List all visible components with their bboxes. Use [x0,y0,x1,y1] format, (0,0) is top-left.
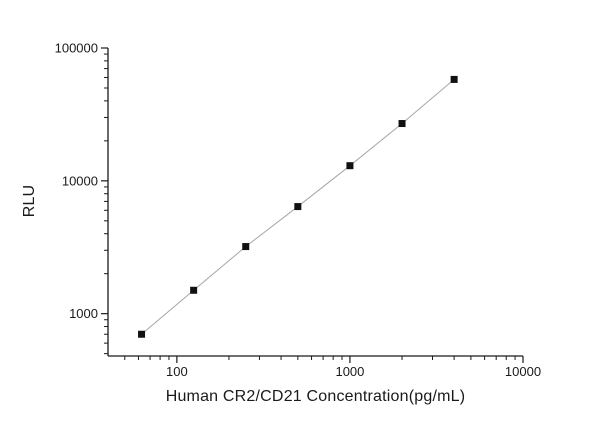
axes-layer: 100 1000 10000 1000 10000 100000 [55,41,541,380]
y-tick-label: 10000 [62,173,98,188]
x-axis-title: Human CR2/CD21 Concentration(pg/mL) [166,388,466,405]
y-axis-title: RLU [21,185,38,218]
x-tick-label: 10000 [505,364,541,379]
series-layer [138,75,458,338]
data-point-marker [190,286,198,294]
x-tick-label: 1000 [335,364,364,379]
data-point-marker [398,120,406,128]
data-point-marker [294,203,302,211]
data-point-marker [242,243,250,251]
y-tick-label: 100000 [55,41,98,56]
data-point-marker [346,162,354,170]
data-point-marker [138,330,146,338]
x-tick-label: 100 [166,364,188,379]
data-point-marker [450,75,458,83]
y-tick-label: 1000 [69,306,98,321]
